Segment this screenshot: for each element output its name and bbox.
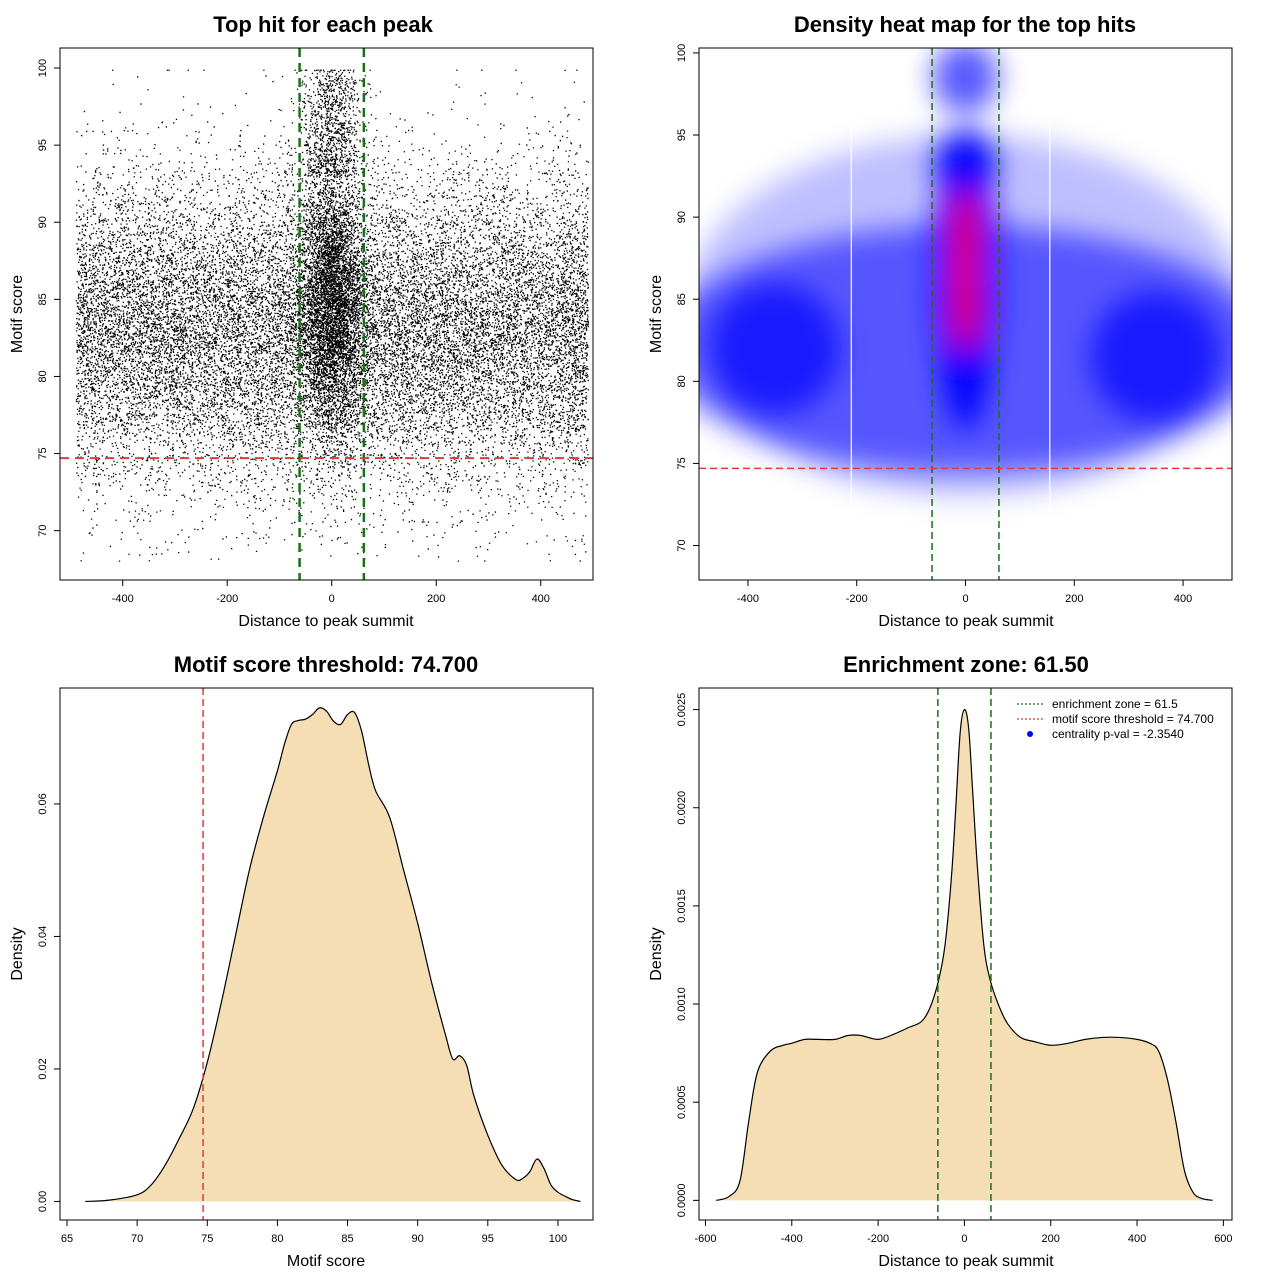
heat-peak <box>953 189 978 295</box>
legend-entry-pval: centrality p-val = -2.3540 <box>1052 727 1184 741</box>
y-axis-label: Density <box>648 927 665 980</box>
reference-lines <box>937 688 992 1220</box>
density-curve <box>85 707 581 1203</box>
y-axis: 0.0000 0.0005 0.0010 0.0015 0.0020 0.0025 <box>676 693 700 1218</box>
x-tick-label: 75 <box>201 1233 213 1245</box>
x-tick-label: -600 <box>694 1233 716 1245</box>
x-tick-label: 200 <box>427 593 445 605</box>
x-axis-label: Distance to peak summit <box>878 613 1054 630</box>
x-tick-label: 400 <box>1128 1233 1146 1245</box>
y-tick-label: 100 <box>37 59 49 77</box>
x-tick-label: 80 <box>271 1233 283 1245</box>
y-tick-label: 95 <box>676 129 688 141</box>
y-tick-label: 85 <box>676 293 688 305</box>
reference-lines <box>699 48 1232 580</box>
y-tick-label: 0.00 <box>37 1191 49 1212</box>
density-area <box>716 708 1213 1201</box>
x-tick-label: 65 <box>61 1233 73 1245</box>
y-tick-label: 90 <box>676 211 688 223</box>
y-tick-label: 75 <box>37 447 49 459</box>
y-axis-label: Density <box>9 927 26 980</box>
x-tick-label: 95 <box>482 1233 494 1245</box>
chart-title: Enrichment zone: 61.50 <box>843 652 1089 677</box>
y-axis-label: Motif score <box>9 275 26 353</box>
heatmap-density <box>699 48 1232 497</box>
y-tick-label: 70 <box>37 525 49 537</box>
legend-entry-threshold: motif score threshold = 74.700 <box>1052 712 1214 726</box>
y-tick-label: 90 <box>37 216 49 228</box>
y-tick-label: 0.02 <box>37 1058 49 1079</box>
heat-hotspot <box>932 48 999 114</box>
x-tick-label: -400 <box>781 1233 803 1245</box>
density-fill <box>716 709 1213 1201</box>
y-tick-label: 80 <box>676 375 688 387</box>
x-tick-label: 600 <box>1214 1233 1232 1245</box>
x-tick-label: 100 <box>549 1233 567 1245</box>
density-curve <box>716 708 1213 1201</box>
legend-swatch-pval <box>1027 731 1033 737</box>
y-axis: 70 75 80 85 90 95 100 <box>37 59 61 537</box>
x-axis: -400 -200 0 200 400 <box>737 579 1192 605</box>
panel-top-hit-scatter: Top hit for each peak -400 -200 0 200 400 70… <box>9 12 594 630</box>
y-tick-label: 0.06 <box>37 793 49 814</box>
y-tick-label: 0.0005 <box>676 1085 688 1119</box>
x-axis: 65 70 75 80 85 90 95 100 <box>61 1219 567 1245</box>
legend-entry-zone: enrichment zone = 61.5 <box>1052 697 1178 711</box>
x-tick-label: 70 <box>131 1233 143 1245</box>
y-tick-label: 80 <box>37 370 49 382</box>
x-tick-label: 0 <box>962 593 968 605</box>
x-tick-label: 90 <box>412 1233 424 1245</box>
reference-lines <box>60 48 593 580</box>
panel-motif-score-density: Motif score threshold: 74.700 65 70 75 80 85… <box>9 652 594 1270</box>
chart-title: Top hit for each peak <box>213 12 433 37</box>
chart-title: Density heat map for the top hits <box>794 12 1136 37</box>
chart-title: Motif score threshold: 74.700 <box>174 652 478 677</box>
x-tick-label: 200 <box>1065 593 1083 605</box>
x-tick-label: 400 <box>1174 593 1192 605</box>
x-axis: -400 -200 0 200 400 <box>112 579 550 605</box>
heat-hotspot <box>709 282 841 415</box>
x-tick-label: -200 <box>867 1233 889 1245</box>
y-tick-label: 0.0000 <box>676 1184 688 1218</box>
y-tick-label: 95 <box>37 139 49 151</box>
x-tick-label: -400 <box>112 593 134 605</box>
y-axis: 0.00 0.02 0.04 0.06 <box>37 793 61 1212</box>
scatter-points <box>75 69 590 562</box>
y-tick-label: 85 <box>37 293 49 305</box>
scatter-point-cloud <box>75 69 590 562</box>
x-axis: -600 -400 -200 0 200 400 600 <box>694 1219 1233 1245</box>
density-fill <box>85 707 581 1202</box>
y-tick-label: 0.04 <box>37 926 49 947</box>
y-tick-label: 0.0015 <box>676 889 688 923</box>
y-tick-label: 0.0025 <box>676 693 688 727</box>
x-tick-label: -200 <box>846 593 868 605</box>
panel-density-heatmap: Density heat map for the top hits -400 -2… <box>648 12 1233 630</box>
density-area <box>85 707 581 1203</box>
y-tick-label: 70 <box>676 539 688 551</box>
y-tick-label: 100 <box>676 44 688 62</box>
x-tick-label: -400 <box>737 593 759 605</box>
x-axis-label: Distance to peak summit <box>238 613 414 630</box>
x-tick-label: 85 <box>341 1233 353 1245</box>
y-axis: 70 75 80 85 90 95 100 <box>676 44 700 552</box>
x-tick-label: 400 <box>532 593 550 605</box>
x-tick-label: -200 <box>216 593 238 605</box>
heat-hotspot <box>1090 291 1222 423</box>
legend: enrichment zone = 61.5 motif score thres… <box>1017 697 1214 741</box>
x-tick-label: 200 <box>1042 1233 1060 1245</box>
y-tick-label: 75 <box>676 457 688 469</box>
panel-distance-density: Enrichment zone: 61.50 -600 -400 -200 0 200 4… <box>648 652 1233 1270</box>
x-tick-label: 0 <box>961 1233 967 1245</box>
y-tick-label: 0.0010 <box>676 987 688 1021</box>
x-axis-label: Distance to peak summit <box>878 1253 1054 1270</box>
x-axis-label: Motif score <box>287 1253 365 1270</box>
y-axis-label: Motif score <box>648 275 665 353</box>
y-tick-label: 0.0020 <box>676 791 688 825</box>
x-tick-label: 0 <box>329 593 335 605</box>
